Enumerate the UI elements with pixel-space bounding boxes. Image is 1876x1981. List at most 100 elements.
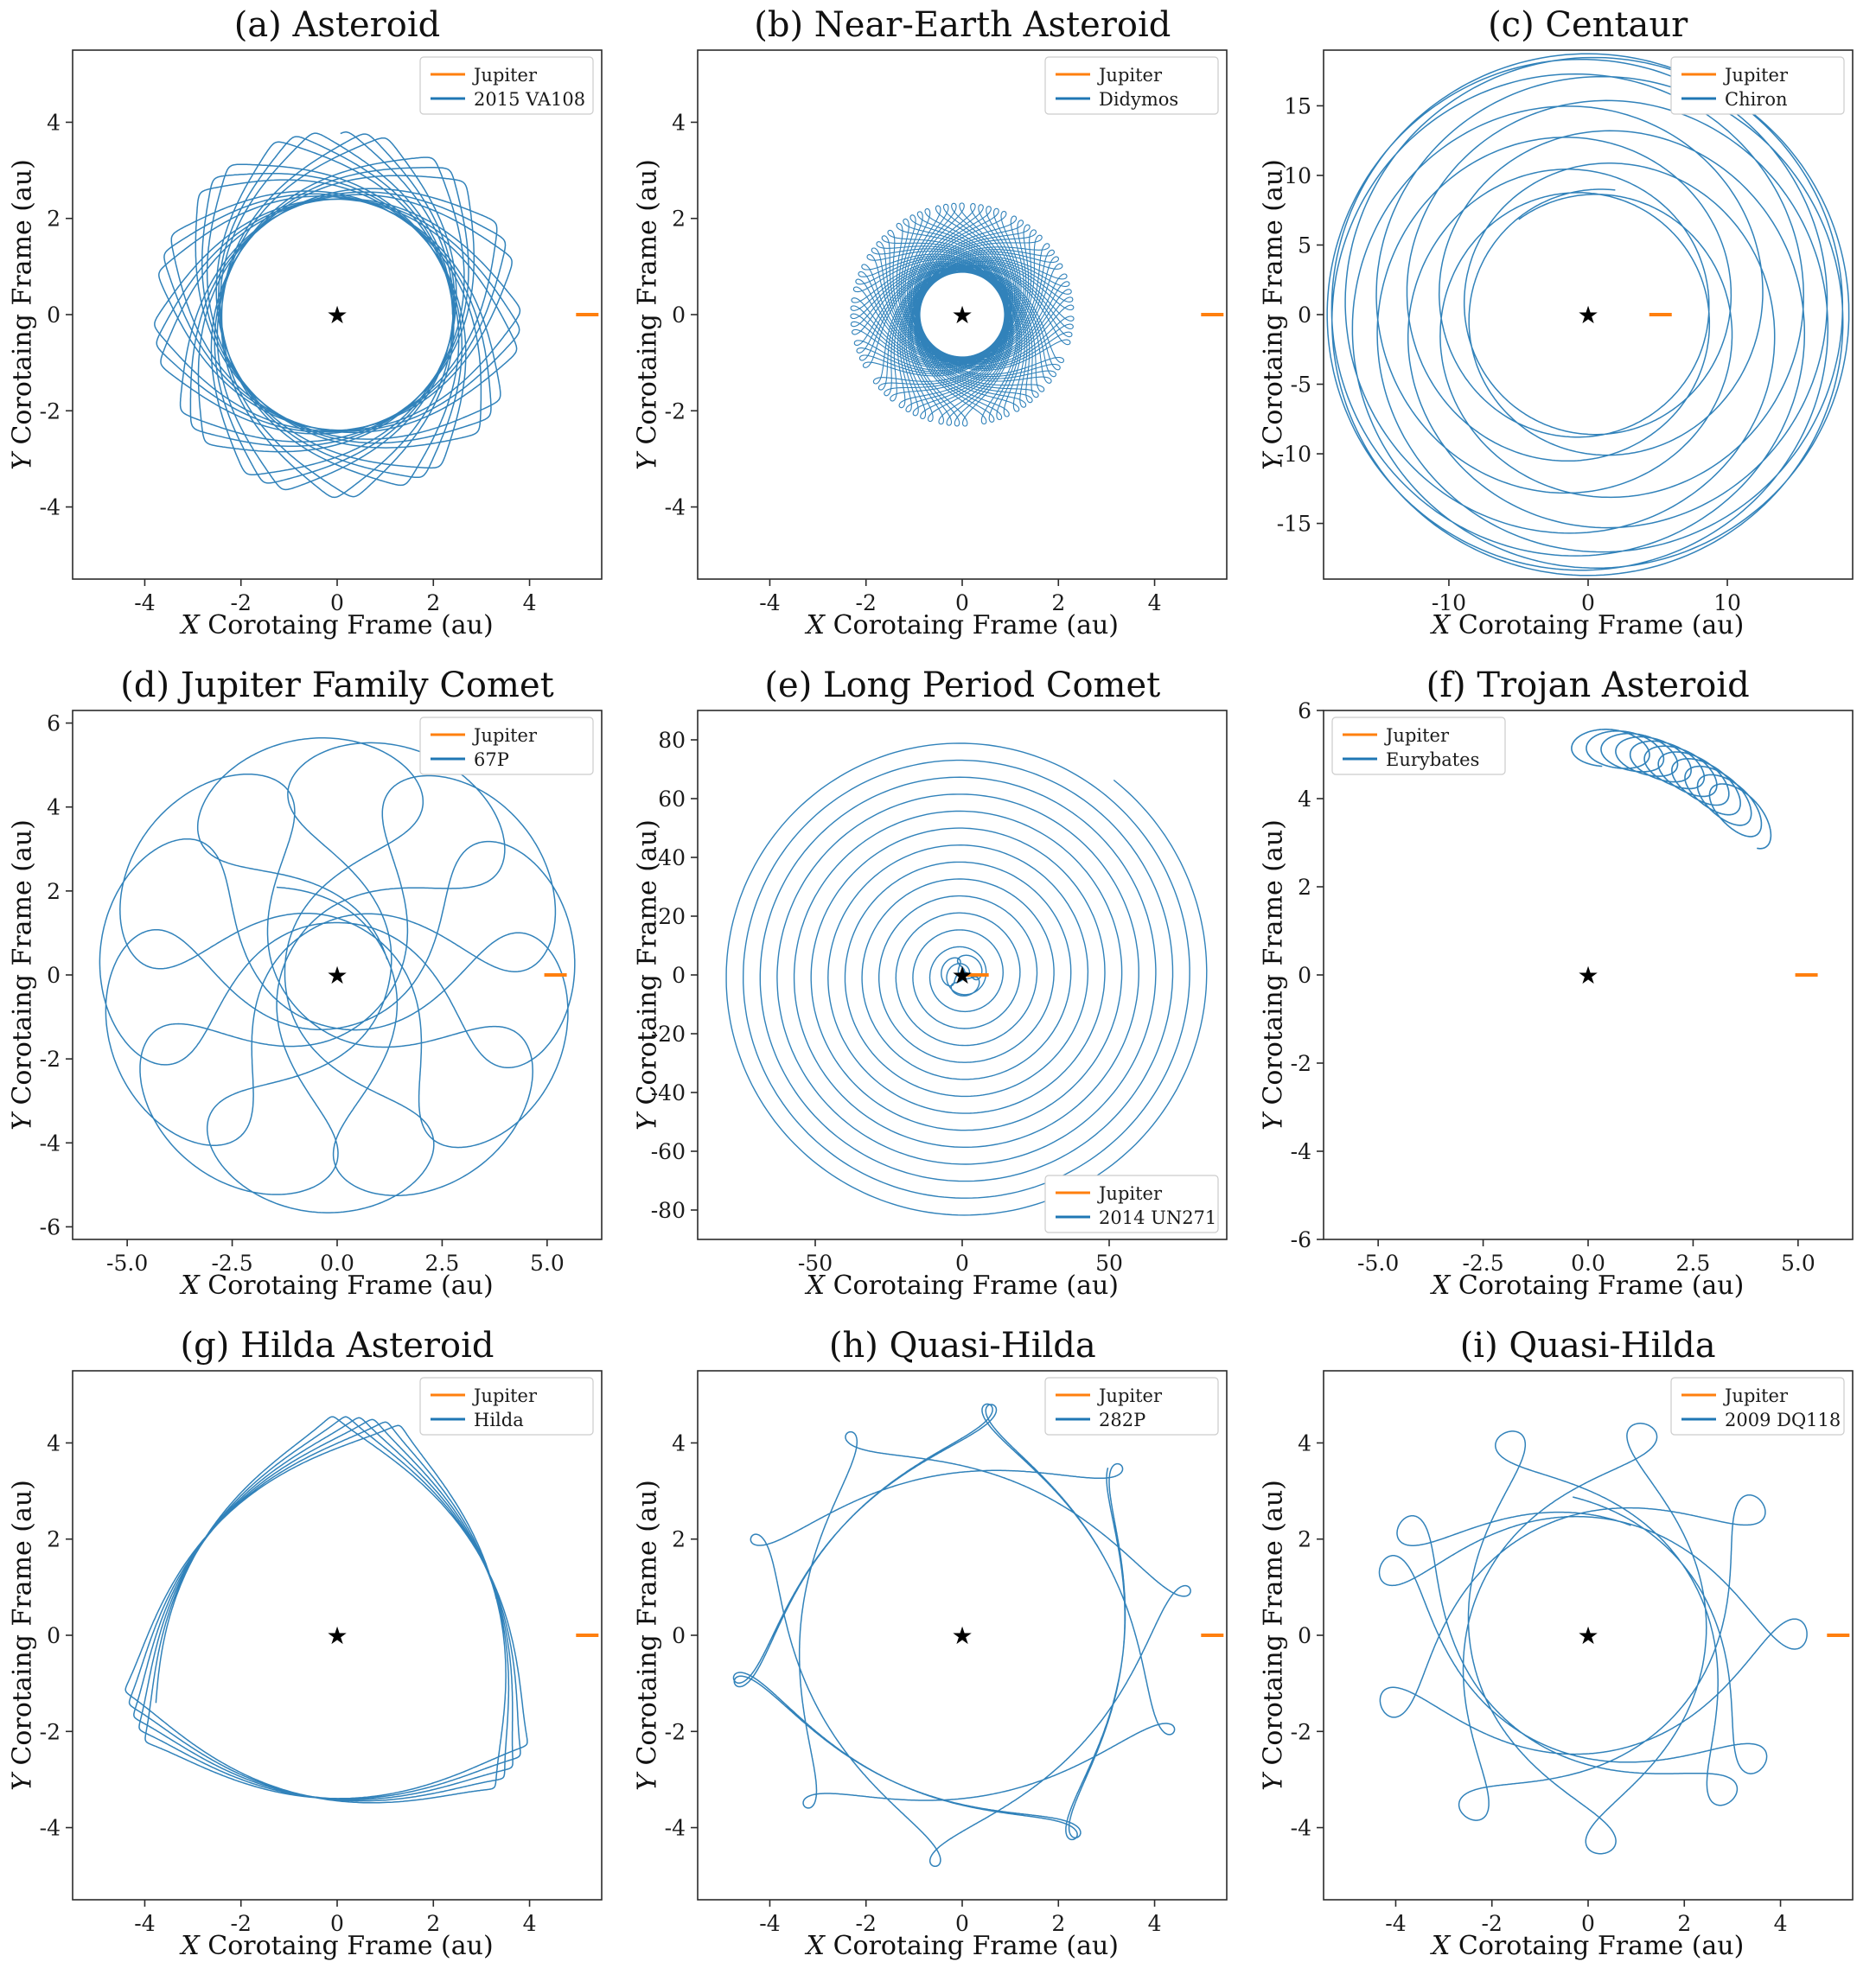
- x-tick-label: -2: [856, 1911, 877, 1936]
- x-tick-label: -4: [134, 590, 155, 615]
- y-tick-label: 10: [1284, 163, 1311, 188]
- plot-area: -5.0 -2.5 0.0 2.5 5.0 -6 -4 -2 0 2 4 6 ★ Jupiter Euryb…: [1290, 698, 1854, 1276]
- x-tick-label: 4: [1148, 1911, 1162, 1936]
- y-tick-label: -20: [651, 1022, 686, 1047]
- y-tick-label: -6: [1290, 1227, 1311, 1252]
- legend-label: Didymos: [1099, 89, 1178, 110]
- y-tick-label: 2: [47, 207, 61, 232]
- y-tick-label: -5: [1290, 373, 1311, 398]
- y-tick-label: 2: [47, 1527, 61, 1552]
- orbit-trajectory: [99, 737, 576, 1213]
- y-tick-label: 4: [1298, 787, 1311, 812]
- orbit-panel: (f) Trojan Asteroid Y Corotaing Frame (a…: [1251, 660, 1876, 1321]
- x-axis-label: X Corotaing Frame (au): [73, 1931, 602, 1961]
- orbit-panel: (c) Centaur Y Corotaing Frame (au) -10 0 1…: [1251, 0, 1876, 660]
- y-tick-label: -6: [40, 1214, 61, 1239]
- x-axis-label: X Corotaing Frame (au): [1324, 1931, 1853, 1961]
- orbit-trajectory: [1378, 1423, 1808, 1855]
- legend-label: Jupiter: [1723, 65, 1789, 86]
- legend-label: Hilda: [474, 1410, 524, 1430]
- y-tick-label: -4: [1290, 1139, 1311, 1164]
- legend-label: Jupiter: [472, 725, 538, 746]
- y-tick-label: 4: [672, 1430, 686, 1455]
- x-axis-label-text: Corotaing Frame (au): [199, 1931, 494, 1961]
- y-tick-label: 0: [1298, 303, 1311, 328]
- x-tick-label: 0: [955, 1251, 969, 1276]
- x-axis-label-text: Corotaing Frame (au): [1450, 610, 1745, 640]
- x-tick-label: 0: [1581, 590, 1595, 615]
- y-tick-label: -4: [665, 1816, 686, 1841]
- y-tick-label: -4: [665, 495, 686, 520]
- y-tick-label: 80: [659, 728, 686, 753]
- x-tick-label: -2.5: [1462, 1251, 1503, 1276]
- x-axis-variable: X: [806, 1271, 826, 1301]
- x-tick-label: 0.0: [1571, 1251, 1605, 1276]
- y-tick-label: -80: [651, 1198, 686, 1223]
- x-axis-label: X Corotaing Frame (au): [73, 1271, 602, 1301]
- star-marker: ★: [1577, 1621, 1598, 1650]
- x-axis-variable: X: [181, 610, 200, 640]
- y-tick-label: 0: [672, 303, 686, 328]
- plot-area: -4 -2 0 2 4 -4 -2 0 2 4 ★ Jupiter 2009 DQ118: [1290, 1370, 1854, 1936]
- legend-label: Jupiter: [472, 1385, 538, 1406]
- y-tick-label: 6: [1298, 698, 1311, 723]
- star-marker: ★: [1577, 301, 1598, 329]
- y-tick-label: 4: [47, 110, 61, 135]
- x-axis-label-text: Corotaing Frame (au): [825, 610, 1119, 640]
- star-marker: ★: [326, 301, 348, 329]
- orbit-trajectory: [725, 742, 1208, 1216]
- y-tick-label: -4: [40, 495, 61, 520]
- x-tick-label: -4: [760, 590, 781, 615]
- x-tick-label: -2: [1481, 1911, 1502, 1936]
- legend-label: 2015 VA108: [474, 89, 585, 110]
- y-tick-label: 4: [47, 795, 61, 820]
- orbit-panel: (a) Asteroid Y Corotaing Frame (au) -4 -2…: [0, 0, 625, 660]
- x-axis-label: X Corotaing Frame (au): [698, 1271, 1227, 1301]
- x-axis-label-text: Corotaing Frame (au): [1450, 1931, 1745, 1961]
- x-axis-label: X Corotaing Frame (au): [1324, 1271, 1853, 1301]
- x-axis-label: X Corotaing Frame (au): [698, 1931, 1227, 1961]
- x-tick-label: -50: [798, 1251, 833, 1276]
- star-marker: ★: [952, 301, 973, 329]
- x-tick-label: -2: [231, 1911, 252, 1936]
- x-tick-label: 2.5: [425, 1251, 460, 1276]
- x-tick-label: -4: [760, 1911, 781, 1936]
- x-tick-label: 5.0: [530, 1251, 565, 1276]
- panel-title: (d) Jupiter Family Comet: [120, 666, 554, 705]
- x-tick-label: 4: [523, 1911, 537, 1936]
- x-axis-variable: X: [181, 1931, 200, 1961]
- star-marker: ★: [326, 961, 348, 990]
- x-axis-variable: X: [806, 610, 826, 640]
- x-tick-label: 0: [330, 590, 344, 615]
- orbit-panel: (b) Near-Earth Asteroid Y Corotaing Fram…: [625, 0, 1250, 660]
- x-tick-label: 10: [1713, 590, 1741, 615]
- y-tick-label: -10: [1276, 442, 1311, 467]
- panel-title: (e) Long Period Comet: [764, 666, 1161, 705]
- y-tick-label: 2: [672, 207, 686, 232]
- x-tick-label: 4: [523, 590, 537, 615]
- y-tick-label: -2: [40, 1719, 61, 1744]
- panel-title: (h) Quasi-Hilda: [828, 1326, 1096, 1366]
- y-tick-label: -2: [665, 398, 686, 424]
- x-axis-label-text: Corotaing Frame (au): [199, 1271, 494, 1301]
- orbit-panel: (g) Hilda Asteroid Y Corotaing Frame (au…: [0, 1321, 625, 1981]
- y-tick-label: 4: [47, 1430, 61, 1455]
- y-tick-label: -2: [665, 1719, 686, 1744]
- legend-label: 2009 DQ118: [1725, 1410, 1841, 1430]
- legend-label: Eurybates: [1386, 749, 1479, 770]
- plot-area: -50 0 50 -80 -60 -40 -20 0 20 40 60 80 ★ Jupiter 2014 …: [651, 710, 1228, 1276]
- y-tick-label: 0: [1298, 1623, 1311, 1648]
- y-tick-label: 2: [1298, 875, 1311, 900]
- star-marker: ★: [1577, 961, 1598, 990]
- star-marker: ★: [326, 1621, 348, 1650]
- panel-title: (a) Asteroid: [233, 5, 441, 45]
- x-tick-label: 2: [1052, 1911, 1066, 1936]
- plot-area: -10 0 10 -15 -10 -5 0 5 10 15 ★ Jupiter Chiron: [1276, 49, 1854, 615]
- y-tick-label: 0: [47, 303, 61, 328]
- y-tick-label: -60: [651, 1139, 686, 1164]
- x-axis-variable: X: [1432, 1931, 1451, 1961]
- x-tick-label: 2.5: [1675, 1251, 1710, 1276]
- x-tick-label: -4: [134, 1911, 155, 1936]
- plot-area: -4 -2 0 2 4 -4 -2 0 2 4 ★ Jupiter 2015 VA108: [40, 49, 603, 615]
